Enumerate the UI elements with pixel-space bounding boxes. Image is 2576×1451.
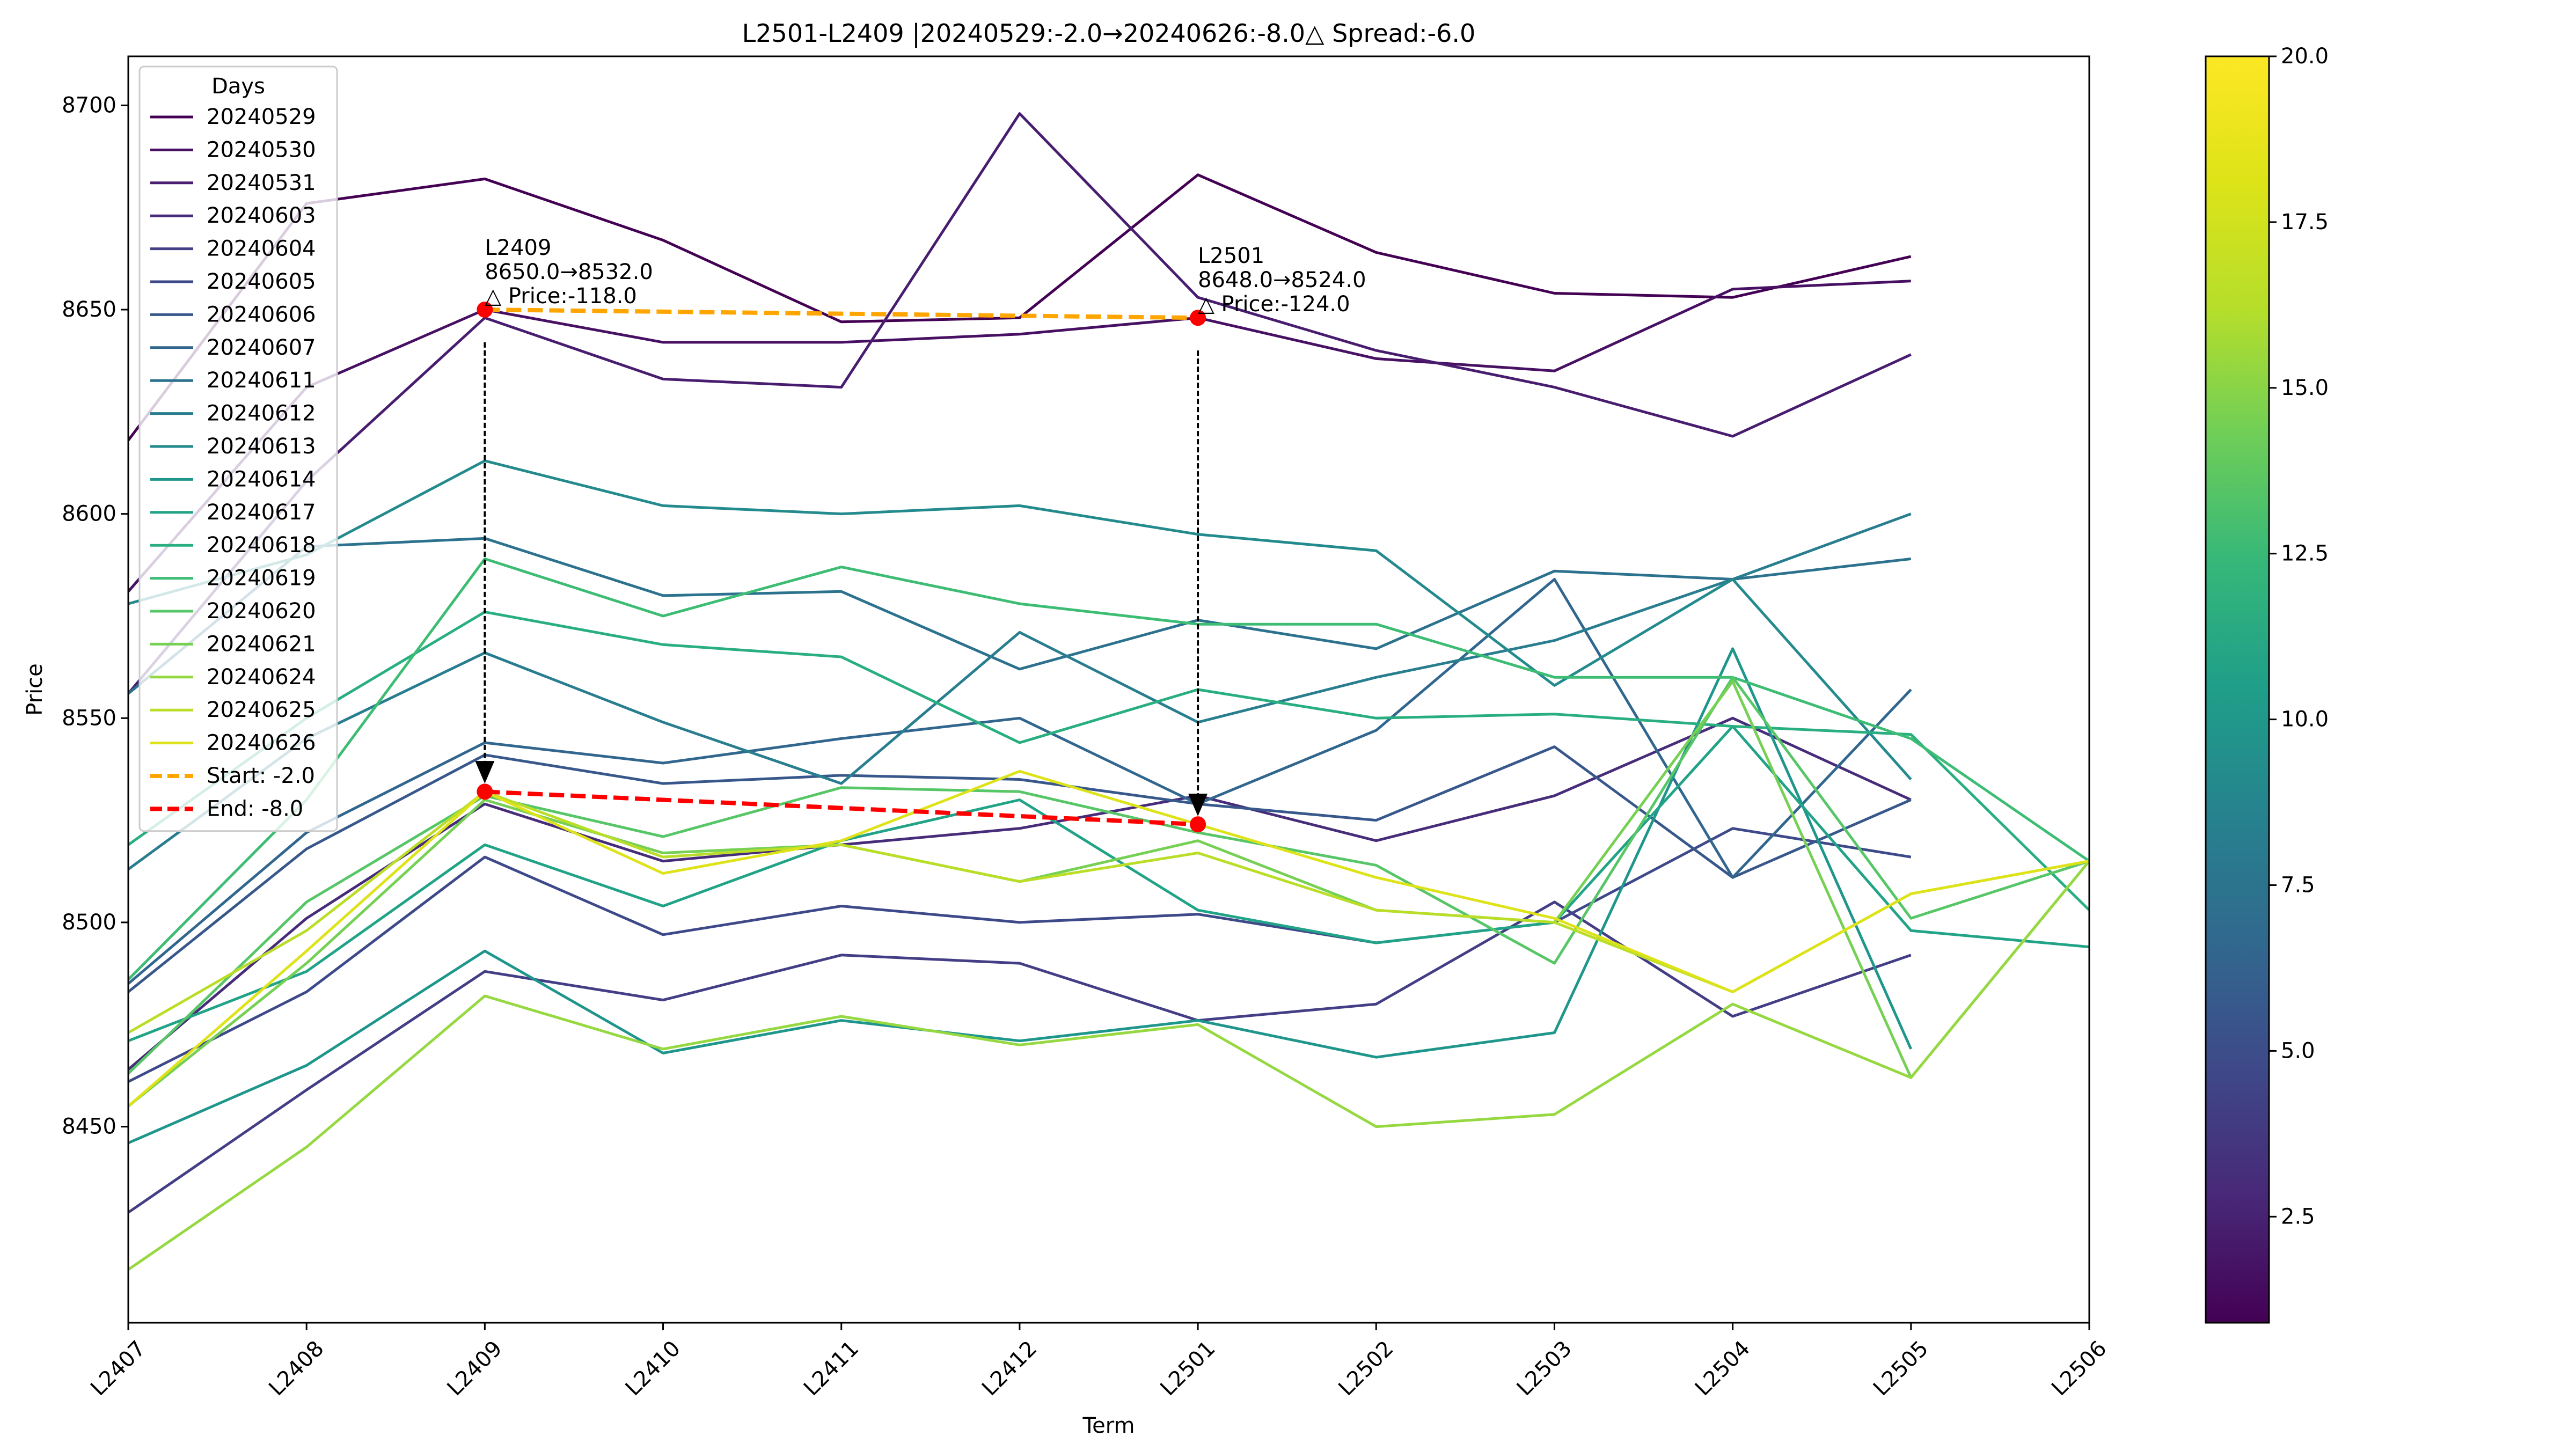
- legend-label-20240620: 20240620: [207, 599, 316, 624]
- x-tick-label-L2412: L2412: [977, 1336, 1042, 1401]
- price-change-arrow-head-L2409: [475, 761, 495, 784]
- price-change-arrow-head-L2501: [1188, 794, 1208, 816]
- legend-label-20240624: 20240624: [207, 665, 316, 690]
- x-tick-label-L2410: L2410: [621, 1336, 685, 1401]
- legend-label-20240619: 20240619: [207, 566, 316, 591]
- y-tick-label-8500: 8500: [62, 910, 116, 935]
- x-tick-label-L2501: L2501: [1155, 1336, 1220, 1401]
- y-axis-label: Price: [23, 663, 47, 716]
- y-tick-label-8600: 8600: [62, 502, 116, 526]
- x-tick-label-L2506: L2506: [2047, 1336, 2111, 1401]
- price-point-L2501-3: [1190, 816, 1206, 833]
- start-spread-line: [485, 307, 1198, 320]
- x-tick-label-L2408: L2408: [264, 1336, 328, 1401]
- series-line-20240611: [128, 537, 1912, 695]
- legend-label-20240530: 20240530: [207, 137, 316, 162]
- y-axis: 8450 8500 8550 8600 8650 8700: [62, 93, 128, 1139]
- colorbar: 2.5 5.0 7.5 10.0 12.5 15.0 17.5 20.0: [2205, 44, 2329, 1324]
- legend-box: [138, 65, 338, 832]
- legend-label-20240606: 20240606: [207, 302, 316, 327]
- colorbar-gradient: [2205, 55, 2270, 1324]
- legend-label-20240531: 20240531: [207, 171, 316, 195]
- series-line-20240612: [128, 512, 1912, 871]
- legend-title: Days: [211, 74, 265, 99]
- end-spread-line: [485, 789, 1198, 827]
- x-tick-label-L2411: L2411: [799, 1336, 863, 1401]
- series-line-20240619: [128, 557, 2089, 981]
- series-line-20240603: [128, 716, 1912, 1071]
- colorbar-tick-label-10: 10.0: [2281, 707, 2329, 732]
- price-point-L2409-2: [477, 783, 493, 800]
- price-point-L2501-1: [1190, 310, 1206, 326]
- y-tick-label-8550: 8550: [62, 706, 116, 730]
- y-tick-label-8650: 8650: [62, 297, 116, 322]
- colorbar-tick-label-2.5: 2.5: [2281, 1204, 2315, 1229]
- legend-label-20240626: 20240626: [207, 731, 316, 756]
- legend-label-20240614: 20240614: [207, 467, 316, 492]
- series-line-20240529: [128, 173, 1912, 442]
- x-tick-label-L2502: L2502: [1334, 1336, 1398, 1401]
- legend-label-20240617: 20240617: [207, 500, 316, 525]
- x-axis-label: Term: [1082, 1413, 1135, 1438]
- colorbar-tick-label-5: 5.0: [2281, 1038, 2315, 1063]
- x-tick-label-L2409: L2409: [443, 1336, 507, 1401]
- price-point-L2409-0: [477, 302, 493, 318]
- series-line-20240624: [128, 860, 2089, 1271]
- legend-label-20240605: 20240605: [207, 269, 316, 294]
- series-line-20240530: [128, 280, 1911, 592]
- legend-label-20240625: 20240625: [207, 698, 316, 722]
- series-line-20240625: [128, 790, 2089, 1034]
- series-line-20240613: [128, 459, 1912, 781]
- series-line-20240607: [128, 578, 1912, 985]
- series-line-20240621: [128, 680, 2089, 1108]
- legend-label-20240604: 20240604: [207, 237, 316, 261]
- series-line-20240617: [128, 725, 2089, 1043]
- x-tick-label-L2407: L2407: [86, 1336, 150, 1401]
- legend-label-End: -8.0: End: -8.0: [207, 796, 303, 821]
- legend-label-Start: -2.0: Start: -2.0: [207, 764, 315, 788]
- series-line-20240606: [128, 745, 1912, 993]
- legend-label-20240618: 20240618: [207, 533, 316, 558]
- legend-label-20240613: 20240613: [207, 434, 316, 459]
- series-line-20240626: [128, 770, 2089, 1108]
- y-tick-label-8450: 8450: [62, 1115, 116, 1139]
- series-line-20240618: [128, 610, 2089, 911]
- colorbar-tick-label-12.5: 12.5: [2281, 541, 2329, 566]
- legend-label-20240603: 20240603: [207, 203, 316, 228]
- x-axis: L2407 L2408 L2409 L2410 L2411 L2412 L2501 L2502…: [86, 1323, 2111, 1401]
- chart-title: L2501-L2409 |20240529:-2.0→20240626:-8.0…: [742, 19, 1476, 48]
- legend-label-20240611: 20240611: [207, 368, 316, 393]
- series-line-20240604: [128, 900, 1912, 1214]
- series-line-20240605: [128, 827, 1912, 1083]
- colorbar-tick-label-17.5: 17.5: [2281, 210, 2329, 234]
- series-layer: [128, 112, 2089, 1271]
- legend-label-20240607: 20240607: [207, 335, 316, 360]
- series-line-20240531: [128, 112, 1912, 695]
- x-tick-label-L2503: L2503: [1512, 1336, 1577, 1401]
- colorbar-tick-label-7.5: 7.5: [2281, 873, 2315, 898]
- legend-label-20240529: 20240529: [207, 105, 316, 129]
- annotation-L2409-line-0: L2409: [485, 236, 551, 260]
- annotation-L2501-line-1: 8648.0→8524.0: [1198, 268, 1366, 292]
- legend-label-20240621: 20240621: [207, 632, 316, 656]
- x-tick-label-L2504: L2504: [1690, 1336, 1755, 1401]
- x-tick-label-L2505: L2505: [1869, 1336, 1933, 1401]
- colorbar-tick-label-20: 20.0: [2281, 44, 2329, 69]
- plot-area-frame: [127, 55, 2090, 1324]
- legend: Days 20240529 20240530 20240531 20240603 2024…: [138, 65, 338, 832]
- y-tick-label-8700: 8700: [62, 93, 116, 118]
- annotation-L2409-line-2: △ Price:-118.0: [485, 284, 636, 309]
- annotation-L2409-line-1: 8650.0→8532.0: [485, 260, 653, 284]
- series-line-20240614: [128, 647, 1913, 1145]
- annotation-L2501-line-0: L2501: [1198, 244, 1264, 268]
- legend-label-20240612: 20240612: [207, 401, 316, 426]
- colorbar-tick-label-15: 15.0: [2281, 376, 2329, 400]
- annotation-L2501-line-2: △ Price:-124.0: [1198, 292, 1350, 317]
